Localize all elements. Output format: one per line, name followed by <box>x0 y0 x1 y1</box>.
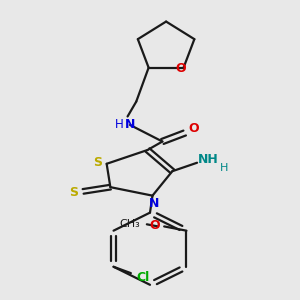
Text: S: S <box>69 186 78 199</box>
Text: Cl: Cl <box>136 271 150 284</box>
Text: H: H <box>115 118 123 131</box>
Text: CH₃: CH₃ <box>119 219 140 229</box>
Text: H: H <box>220 163 229 173</box>
Text: O: O <box>149 219 160 232</box>
Text: N: N <box>125 118 135 131</box>
Text: NH: NH <box>198 153 219 166</box>
Text: O: O <box>188 122 199 135</box>
Text: S: S <box>94 156 103 169</box>
Text: O: O <box>176 62 186 75</box>
Text: N: N <box>148 196 159 210</box>
